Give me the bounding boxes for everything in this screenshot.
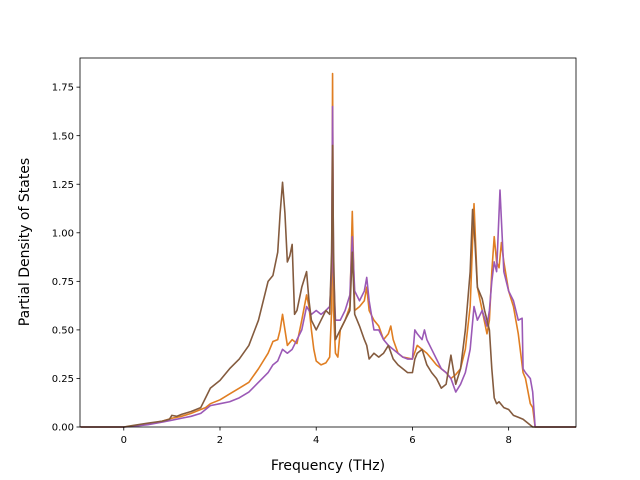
pdos-series-line-2 (80, 105, 576, 428)
series-layer (80, 72, 576, 428)
y-tick-label: 1.50 (52, 131, 74, 142)
x-axis-label: Frequency (THz) (271, 458, 385, 474)
y-tick-label: 1.75 (52, 83, 74, 94)
x-axis: 0 2 4 6 8 (121, 427, 512, 446)
y-tick-label: 0.00 (52, 423, 74, 434)
y-axis-label: Partial Density of States (17, 158, 33, 326)
x-tick-label: 2 (217, 435, 223, 446)
pdos-series-line-3 (80, 144, 576, 428)
y-tick-label: 1.00 (52, 228, 74, 239)
y-tick-label: 0.50 (52, 325, 74, 336)
y-axis: 0.00 0.25 0.50 0.75 1.00 1.25 1.50 1.75 (52, 83, 80, 434)
x-tick-label: 4 (313, 435, 319, 446)
x-tick-label: 8 (505, 435, 511, 446)
x-tick-label: 6 (409, 435, 415, 446)
y-tick-label: 1.25 (52, 180, 74, 191)
y-tick-label: 0.75 (52, 277, 74, 288)
y-tick-label: 0.25 (52, 374, 74, 385)
x-tick-label: 0 (121, 435, 127, 446)
plot-frame (79, 57, 577, 428)
